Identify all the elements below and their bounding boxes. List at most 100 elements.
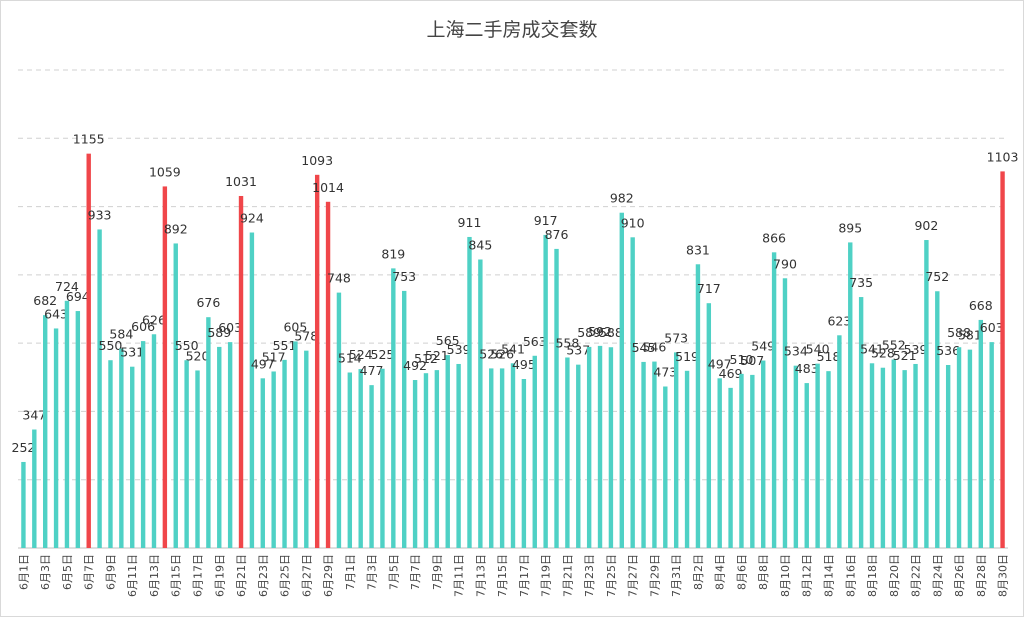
bar xyxy=(499,368,505,548)
value-label: 519 xyxy=(675,349,699,364)
value-label: 581 xyxy=(958,328,982,343)
x-tick-label: 7月25日 xyxy=(605,554,618,597)
bar xyxy=(956,347,962,548)
value-label: 512 xyxy=(414,351,438,366)
bar xyxy=(75,311,81,548)
value-label: 549 xyxy=(751,339,775,354)
bar xyxy=(369,385,374,548)
value-label: 735 xyxy=(849,275,873,290)
x-tick-label: 6月5日 xyxy=(61,554,74,590)
bar xyxy=(195,370,200,548)
bar xyxy=(989,342,994,548)
bar xyxy=(467,236,472,549)
value-label: 682 xyxy=(33,293,57,308)
x-tick-label: 8月26日 xyxy=(953,554,966,597)
bar xyxy=(510,363,516,548)
value-label: 518 xyxy=(817,349,841,364)
bar xyxy=(761,360,766,548)
x-tick-label: 8月18日 xyxy=(866,554,879,597)
value-label: 917 xyxy=(534,213,558,228)
x-tick-label: 7月3日 xyxy=(366,554,379,590)
value-label: 539 xyxy=(447,342,471,357)
bar xyxy=(173,243,178,548)
x-tick-label: 7月21日 xyxy=(561,554,574,597)
value-label: 541 xyxy=(860,341,884,356)
value-label: 643 xyxy=(44,306,68,321)
bar xyxy=(826,371,831,548)
value-label: 531 xyxy=(120,345,144,360)
value-label: 495 xyxy=(512,357,536,372)
value-label: 866 xyxy=(762,230,786,245)
value-label: 540 xyxy=(806,342,830,357)
bar xyxy=(151,334,157,548)
value-label: 507 xyxy=(740,353,764,368)
bar xyxy=(869,363,875,548)
value-label: 551 xyxy=(273,338,297,353)
bar xyxy=(619,212,624,548)
x-tick-label: 6月27日 xyxy=(300,554,313,597)
value-label: 1093 xyxy=(301,153,333,168)
bar xyxy=(902,370,907,548)
bar xyxy=(456,363,461,548)
value-label: 534 xyxy=(784,344,808,359)
value-label: 497 xyxy=(251,356,275,371)
x-tick-label: 8月24日 xyxy=(931,554,944,597)
x-tick-label: 6月7日 xyxy=(83,554,96,590)
value-label: 724 xyxy=(55,279,79,294)
bar xyxy=(434,370,440,548)
value-label: 578 xyxy=(294,329,318,344)
value-label: 588 xyxy=(599,325,623,340)
value-label: 603 xyxy=(218,320,242,335)
x-tick-label: 6月25日 xyxy=(279,554,292,597)
x-tick-label: 7月23日 xyxy=(583,554,596,597)
x-tick-label: 7月31日 xyxy=(670,554,683,597)
value-label: 536 xyxy=(936,343,960,358)
value-label: 473 xyxy=(653,365,677,380)
bar xyxy=(815,363,820,548)
bar xyxy=(641,361,646,548)
value-label: 517 xyxy=(262,349,286,364)
value-label: 676 xyxy=(196,295,220,310)
bar xyxy=(684,370,690,548)
bar xyxy=(217,346,222,548)
bar xyxy=(162,186,168,549)
bar xyxy=(271,371,276,548)
value-label: 845 xyxy=(468,237,492,252)
bar xyxy=(706,303,712,548)
x-tick-label: 8月22日 xyxy=(910,554,923,597)
value-label: 565 xyxy=(436,333,460,348)
value-label: 514 xyxy=(338,351,362,366)
x-tick-label: 6月11日 xyxy=(126,554,139,597)
x-tick-label: 6月23日 xyxy=(257,554,270,597)
x-tick-label: 8月16日 xyxy=(844,554,857,597)
bar xyxy=(750,374,755,548)
value-label: 603 xyxy=(980,320,1004,335)
bar xyxy=(21,461,26,548)
value-label: 606 xyxy=(131,319,155,334)
x-tick-label: 7月13日 xyxy=(474,554,487,597)
value-label: 589 xyxy=(577,325,601,340)
value-label: 347 xyxy=(22,408,46,423)
value-label: 910 xyxy=(621,215,645,230)
bar xyxy=(924,240,929,548)
bar xyxy=(282,359,287,548)
bar xyxy=(130,366,135,548)
bar xyxy=(728,387,733,548)
bar xyxy=(489,368,494,548)
value-label: 911 xyxy=(458,215,482,230)
value-label: 982 xyxy=(610,191,634,206)
x-tick-label: 7月29日 xyxy=(648,554,661,597)
value-label: 895 xyxy=(838,220,862,235)
bar xyxy=(1000,171,1005,548)
bar xyxy=(108,360,113,548)
bar xyxy=(935,291,940,548)
bar xyxy=(652,361,657,548)
value-label: 1059 xyxy=(149,164,181,179)
bar xyxy=(53,328,59,548)
value-label: 924 xyxy=(240,211,264,226)
x-tick-label: 7月11日 xyxy=(453,554,466,597)
x-tick-label: 7月1日 xyxy=(344,554,357,590)
bar xyxy=(576,364,581,548)
bar xyxy=(739,373,744,548)
